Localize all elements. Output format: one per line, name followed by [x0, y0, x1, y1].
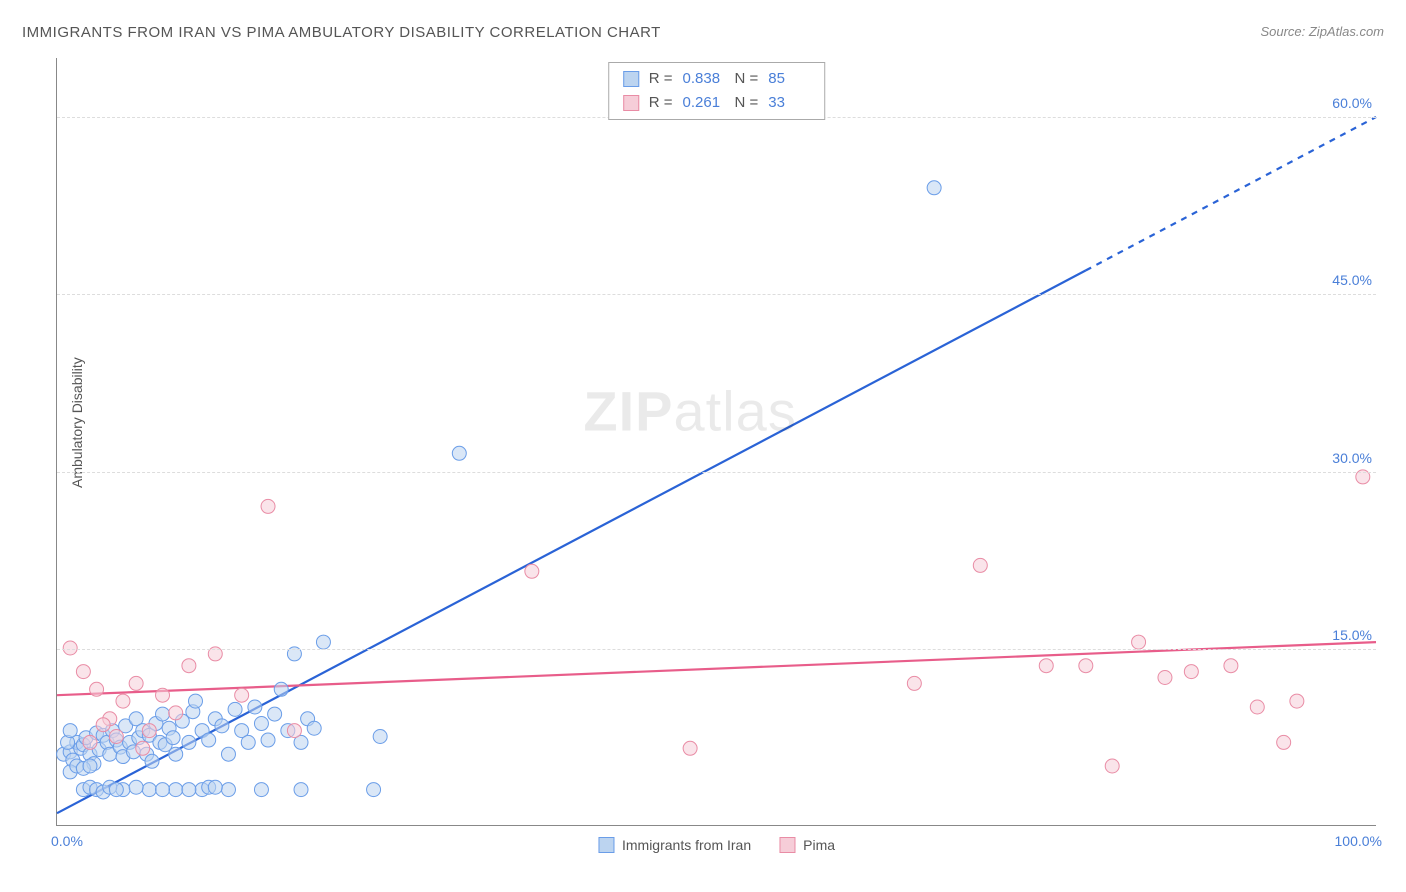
data-point-iran [182, 735, 196, 749]
stats-row-pima: R = 0.261 N = 33 [623, 91, 811, 115]
data-point-iran [221, 783, 235, 797]
legend-item-pima: Pima [779, 837, 835, 853]
data-point-pima [1224, 659, 1238, 673]
x-tick-min: 0.0% [51, 833, 83, 849]
n-label: N = [735, 91, 759, 115]
data-point-pima [973, 558, 987, 572]
data-point-iran [294, 783, 308, 797]
data-point-pima [683, 741, 697, 755]
data-point-pima [96, 718, 110, 732]
legend-label-iran: Immigrants from Iran [622, 837, 751, 853]
data-point-iran [156, 783, 170, 797]
data-point-pima [261, 499, 275, 513]
data-point-iran [208, 780, 222, 794]
data-point-iran [156, 707, 170, 721]
legend-swatch-pima [779, 837, 795, 853]
data-point-pima [169, 706, 183, 720]
data-point-iran [254, 717, 268, 731]
legend-item-iran: Immigrants from Iran [598, 837, 751, 853]
stats-row-iran: R = 0.838 N = 85 [623, 67, 811, 91]
data-point-pima [142, 724, 156, 738]
data-point-pima [116, 694, 130, 708]
bottom-legend: Immigrants from Iran Pima [598, 837, 835, 853]
data-point-iran [241, 735, 255, 749]
scatter-plot-svg [57, 58, 1376, 825]
data-point-iran [248, 700, 262, 714]
data-point-pima [525, 564, 539, 578]
y-tick-label: 45.0% [1332, 272, 1378, 288]
data-point-iran [109, 783, 123, 797]
trendline-iran [57, 270, 1086, 813]
data-point-pima [1079, 659, 1093, 673]
r-value-iran: 0.838 [683, 67, 725, 91]
data-point-iran [202, 733, 216, 747]
data-point-pima [156, 688, 170, 702]
gridline [57, 472, 1376, 473]
stats-swatch-pima [623, 95, 639, 111]
y-tick-label: 60.0% [1332, 95, 1378, 111]
data-point-iran [182, 783, 196, 797]
data-point-iran [373, 730, 387, 744]
n-value-pima: 33 [768, 91, 810, 115]
data-point-iran [215, 719, 229, 733]
data-point-iran [166, 731, 180, 745]
data-point-iran [927, 181, 941, 195]
data-point-pima [1290, 694, 1304, 708]
data-point-iran [254, 783, 268, 797]
n-value-iran: 85 [768, 67, 810, 91]
data-point-iran [63, 724, 77, 738]
r-label: R = [649, 67, 673, 91]
data-point-iran [367, 783, 381, 797]
data-point-iran [221, 747, 235, 761]
stats-legend-box: R = 0.838 N = 85 R = 0.261 N = 33 [608, 62, 826, 120]
data-point-pima [907, 676, 921, 690]
data-point-pima [235, 688, 249, 702]
data-point-iran [189, 694, 203, 708]
y-tick-label: 30.0% [1332, 450, 1378, 466]
data-point-iran [145, 754, 159, 768]
data-point-pima [287, 724, 301, 738]
trendline-dashed-iran [1086, 117, 1376, 270]
data-point-iran [452, 446, 466, 460]
legend-swatch-iran [598, 837, 614, 853]
plot-area: Ambulatory Disability 15.0%30.0%45.0%60.… [56, 58, 1376, 826]
data-point-pima [1250, 700, 1264, 714]
data-point-pima [109, 730, 123, 744]
data-point-pima [1184, 665, 1198, 679]
data-point-iran [307, 721, 321, 735]
x-tick-max: 100.0% [1335, 833, 1382, 849]
data-point-iran [83, 759, 97, 773]
data-point-pima [1277, 735, 1291, 749]
data-point-pima [90, 682, 104, 696]
gridline [57, 294, 1376, 295]
source-attribution: Source: ZipAtlas.com [1260, 24, 1384, 39]
r-value-pima: 0.261 [683, 91, 725, 115]
data-point-iran [169, 747, 183, 761]
data-point-pima [182, 659, 196, 673]
data-point-pima [1105, 759, 1119, 773]
data-point-iran [169, 783, 183, 797]
data-point-iran [274, 682, 288, 696]
data-point-pima [129, 676, 143, 690]
data-point-pima [1132, 635, 1146, 649]
data-point-iran [261, 733, 275, 747]
data-point-pima [76, 665, 90, 679]
y-tick-label: 15.0% [1332, 627, 1378, 643]
data-point-pima [136, 741, 150, 755]
data-point-iran [316, 635, 330, 649]
data-point-iran [228, 702, 242, 716]
data-point-pima [1039, 659, 1053, 673]
chart-title: IMMIGRANTS FROM IRAN VS PIMA AMBULATORY … [22, 24, 661, 41]
stats-swatch-iran [623, 71, 639, 87]
data-point-pima [83, 735, 97, 749]
trendline-pima [57, 642, 1376, 695]
n-label: N = [735, 67, 759, 91]
legend-label-pima: Pima [803, 837, 835, 853]
data-point-pima [1158, 671, 1172, 685]
data-point-iran [129, 780, 143, 794]
data-point-iran [142, 783, 156, 797]
r-label: R = [649, 91, 673, 115]
data-point-iran [268, 707, 282, 721]
gridline [57, 649, 1376, 650]
